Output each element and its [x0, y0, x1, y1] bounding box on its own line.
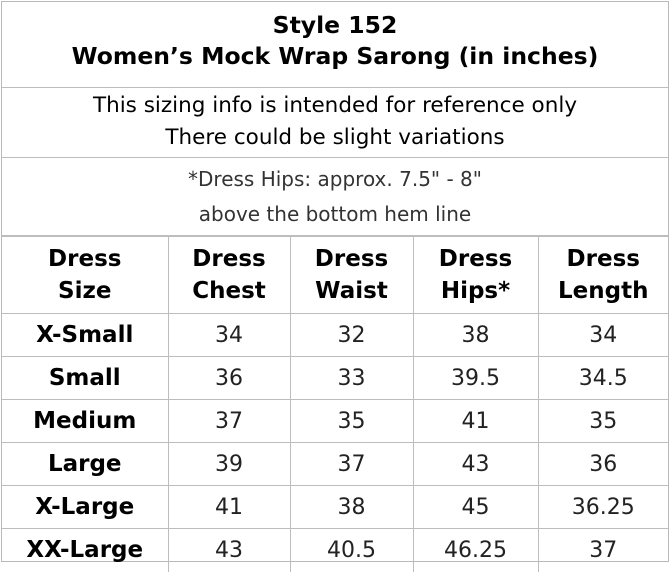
table-row: XX-Large 43 40.5 46.25 37 — [2, 528, 668, 572]
size-table-container: Dress Size Dress Chest Dress Waist Dress… — [2, 236, 668, 572]
chest-value: 37 — [167, 399, 291, 443]
size-label: Large — [2, 442, 169, 486]
size-label: X-Small — [2, 313, 169, 357]
chest-value: 34 — [167, 313, 291, 357]
header-dress-hips: Dress Hips* — [412, 236, 539, 314]
disclaimer-line-2: There could be slight variations — [165, 125, 505, 150]
length-value: 36 — [537, 442, 668, 486]
hips-footnote-line-2: above the bottom hem line — [198, 202, 472, 226]
size-table: Dress Size Dress Chest Dress Waist Dress… — [2, 236, 668, 572]
table-row: X-Large 41 38 45 36.25 — [2, 485, 668, 529]
chest-value: 36 — [167, 356, 291, 400]
hips-footnote-block: *Dress Hips: approx. 7.5" - 8" above the… — [2, 158, 668, 236]
hips-value: 41 — [412, 399, 539, 443]
hips-value: 38 — [412, 313, 539, 357]
waist-value: 40.5 — [289, 528, 414, 572]
table-row: X-Small 34 32 38 34 — [2, 313, 668, 357]
table-header-row: Dress Size Dress Chest Dress Waist Dress… — [2, 236, 668, 314]
product-title: Women’s Mock Wrap Sarong (in inches) — [71, 42, 599, 70]
style-number: Style 152 — [272, 11, 398, 39]
hips-value: 45 — [412, 485, 539, 529]
header-dress-chest: Dress Chest — [167, 236, 291, 314]
length-value: 35 — [537, 399, 668, 443]
hips-footnote-line-1: *Dress Hips: approx. 7.5" - 8" — [188, 167, 482, 191]
size-label: XX-Large — [2, 528, 169, 572]
table-row: Medium 37 35 41 35 — [2, 399, 668, 443]
size-label: X-Large — [2, 485, 169, 529]
chart-title-block: Style 152 Women’s Mock Wrap Sarong (in i… — [2, 2, 668, 88]
chest-value: 41 — [167, 485, 291, 529]
hips-value: 46.25 — [412, 528, 539, 572]
size-label: Small — [2, 356, 169, 400]
waist-value: 35 — [289, 399, 414, 443]
size-label: Medium — [2, 399, 169, 443]
header-dress-waist: Dress Waist — [289, 236, 414, 314]
disclaimer-line-1: This sizing info is intended for referen… — [92, 93, 578, 118]
length-value: 37 — [537, 528, 668, 572]
waist-value: 32 — [289, 313, 414, 357]
header-dress-size: Dress Size — [2, 236, 169, 314]
chest-value: 43 — [167, 528, 291, 572]
table-row: Small 36 33 39.5 34.5 — [2, 356, 668, 400]
chest-value: 39 — [167, 442, 291, 486]
waist-value: 33 — [289, 356, 414, 400]
hips-value: 43 — [412, 442, 539, 486]
length-value: 34 — [537, 313, 668, 357]
waist-value: 37 — [289, 442, 414, 486]
disclaimer-block: This sizing info is intended for referen… — [2, 88, 668, 158]
header-dress-length: Dress Length — [537, 236, 668, 314]
table-row: Large 39 37 43 36 — [2, 442, 668, 486]
hips-value: 39.5 — [412, 356, 539, 400]
waist-value: 38 — [289, 485, 414, 529]
length-value: 34.5 — [537, 356, 668, 400]
length-value: 36.25 — [537, 485, 668, 529]
